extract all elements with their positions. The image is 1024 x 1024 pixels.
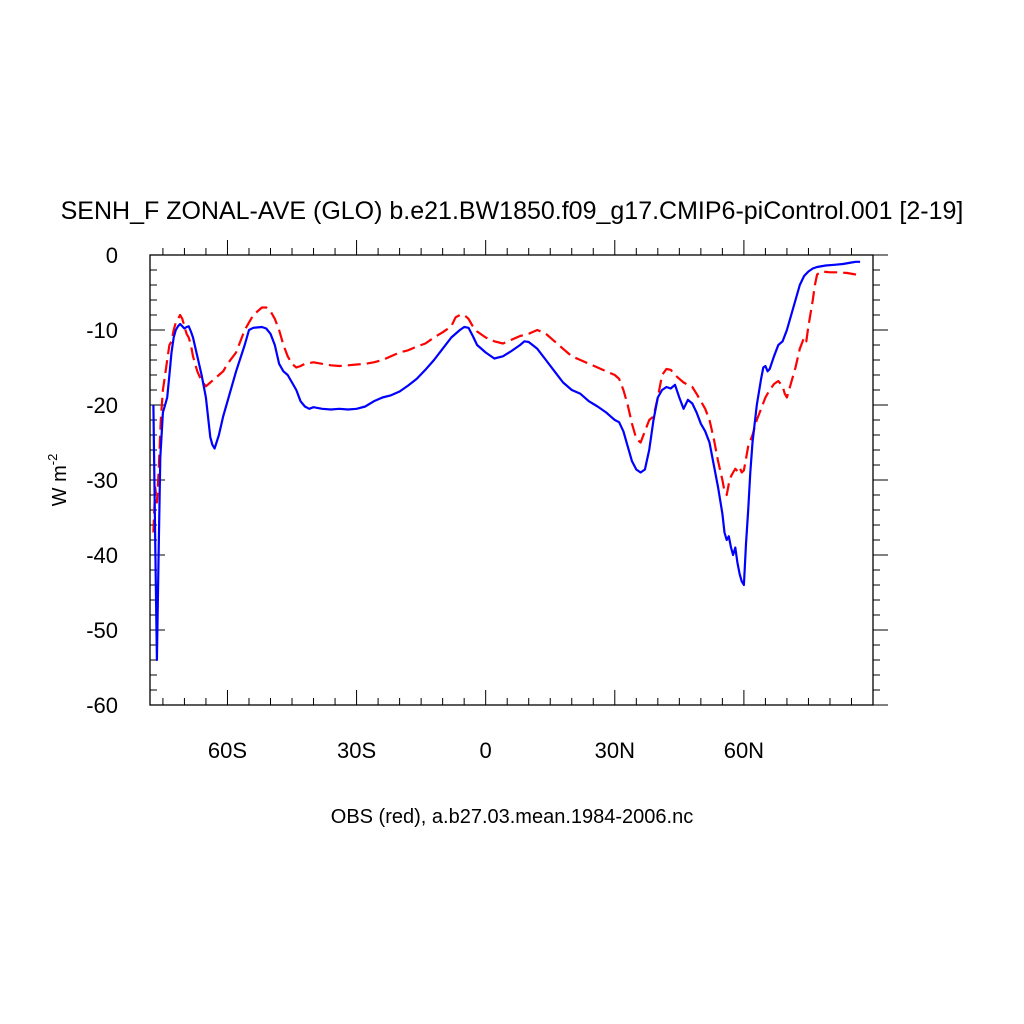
model-series-line	[152, 260, 861, 662]
x-axis-label: OBS (red), a.b27.03.mean.1984-2006.nc	[331, 806, 693, 828]
y-tick-label: -20	[86, 393, 118, 418]
x-tick-label: 60S	[208, 738, 247, 763]
y-tick-label: -10	[86, 318, 118, 343]
y-tick-label: -30	[86, 468, 118, 493]
y-tick-label: 0	[106, 243, 118, 268]
y-axis-label: W m-2	[45, 454, 71, 507]
plot-frame	[149, 254, 874, 706]
y-tick-label: -50	[86, 618, 118, 643]
plot-lines	[152, 260, 861, 662]
y-tick-label: -60	[86, 693, 118, 718]
tick-labels: 60S 30S 0 30N 60N 0 -10 -20 -30 -40 -50 -60	[86, 243, 764, 763]
x-tick-label: 30N	[595, 738, 635, 763]
y-axis-label-exponent: -2	[45, 454, 60, 466]
x-tick-label: 60N	[724, 738, 764, 763]
x-tick-label: 0	[480, 738, 492, 763]
y-tick-label: -40	[86, 543, 118, 568]
y-axis-label-units: W m	[49, 465, 71, 506]
x-tick-label: 30S	[337, 738, 376, 763]
chart-title: SENH_F ZONAL-AVE (GLO) b.e21.BW1850.f09_…	[61, 197, 964, 225]
obs-series-line	[152, 270, 861, 533]
